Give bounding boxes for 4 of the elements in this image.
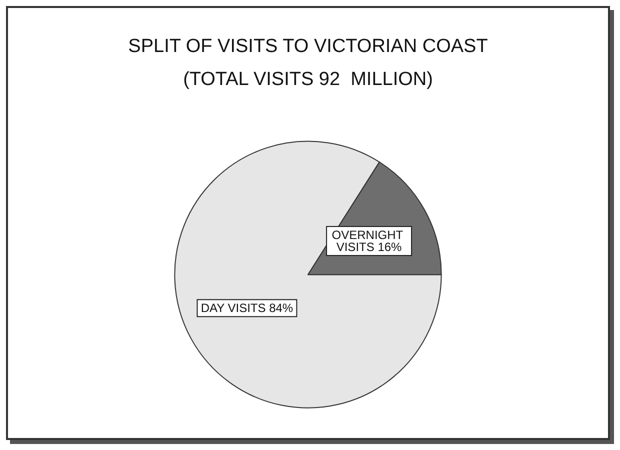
chart-title: SPLIT OF VISITS TO VICTORIAN COAST <box>128 36 488 57</box>
chart-subtitle: (TOTAL VISITS 92 MILLION) <box>183 69 433 90</box>
slice-label: DAY VISITS 84% <box>200 301 294 316</box>
slice-label: OVERNIGHT VISITS 16% <box>332 228 406 254</box>
